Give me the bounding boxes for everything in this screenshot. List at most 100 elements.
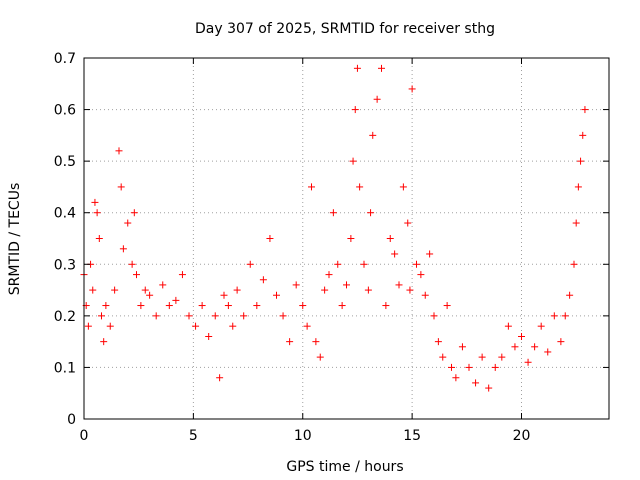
data-point xyxy=(550,312,558,320)
y-ticks: 0 0.1 0.2 0.3 0.4 0.5 0.6 0.7 xyxy=(54,51,609,428)
data-point xyxy=(364,286,372,294)
data-point xyxy=(478,353,486,361)
data-point xyxy=(130,209,138,217)
data-point xyxy=(303,322,311,330)
data-point xyxy=(426,250,434,258)
y-tick-label: 0.2 xyxy=(54,309,76,325)
data-point xyxy=(472,379,480,387)
y-tick-label: 0.6 xyxy=(54,103,76,119)
data-point xyxy=(391,250,399,258)
data-point xyxy=(386,235,394,242)
data-point xyxy=(128,260,136,268)
data-point xyxy=(299,302,307,310)
data-point xyxy=(279,312,287,320)
data-point xyxy=(572,219,580,227)
data-point xyxy=(178,271,186,279)
data-point xyxy=(91,198,99,206)
data-point xyxy=(211,312,219,320)
data-point xyxy=(220,291,228,299)
y-axis-label: SRMTID / TECUs xyxy=(7,183,23,296)
data-point xyxy=(229,322,237,330)
data-point xyxy=(395,281,403,289)
x-ticks: 0 5 10 15 20 xyxy=(80,58,530,444)
data-point xyxy=(465,363,473,371)
data-point xyxy=(353,64,361,72)
data-point xyxy=(100,338,108,346)
data-point xyxy=(146,291,154,299)
data-point xyxy=(439,353,447,361)
data-point xyxy=(102,302,110,310)
data-point xyxy=(382,302,390,310)
data-point xyxy=(205,332,213,340)
data-point xyxy=(115,147,123,155)
data-point xyxy=(404,219,412,227)
data-point xyxy=(259,276,267,284)
data-point xyxy=(421,291,429,299)
data-point xyxy=(141,286,149,294)
data-point xyxy=(408,85,416,93)
data-point xyxy=(117,183,125,191)
data-point xyxy=(292,281,300,289)
x-tick-label: 5 xyxy=(189,428,198,444)
data-point xyxy=(98,312,105,320)
data-point xyxy=(286,338,294,346)
data-point xyxy=(95,235,103,242)
data-point xyxy=(185,312,193,320)
data-point xyxy=(133,271,140,279)
x-tick-label: 0 xyxy=(80,428,89,444)
data-point xyxy=(373,95,381,103)
data-point xyxy=(448,363,455,371)
data-point xyxy=(498,353,506,361)
data-point xyxy=(165,302,173,310)
data-point xyxy=(216,374,224,382)
data-point xyxy=(253,302,261,310)
y-tick-label: 0.7 xyxy=(54,51,76,67)
data-point xyxy=(343,281,350,289)
data-point xyxy=(159,281,167,289)
data-point xyxy=(349,157,357,165)
data-point xyxy=(458,343,466,351)
x-tick-label: 15 xyxy=(403,428,421,444)
data-point xyxy=(347,235,355,242)
data-point xyxy=(574,183,582,191)
y-tick-label: 0.5 xyxy=(54,154,76,170)
data-point xyxy=(378,64,385,72)
data-point xyxy=(581,106,589,114)
data-point xyxy=(84,322,92,330)
data-point xyxy=(198,302,206,310)
data-point xyxy=(360,260,368,268)
data-point xyxy=(338,302,346,310)
data-point xyxy=(566,291,574,299)
data-point xyxy=(369,131,377,139)
data-point xyxy=(491,363,499,371)
y-tick-label: 0 xyxy=(67,412,76,428)
data-point xyxy=(325,271,333,279)
data-point xyxy=(579,131,587,139)
data-point xyxy=(119,245,127,253)
data-point xyxy=(246,260,254,268)
plot-frame xyxy=(83,57,610,420)
data-point xyxy=(537,322,545,330)
data-point xyxy=(561,312,569,320)
data-point xyxy=(524,358,532,366)
data-point xyxy=(557,338,565,346)
data-point xyxy=(485,384,493,392)
data-point xyxy=(89,286,97,294)
data-point xyxy=(192,322,200,330)
y-tick-label: 0.1 xyxy=(54,360,76,376)
data-point xyxy=(430,312,438,320)
data-point xyxy=(367,209,375,217)
y-tick-label: 0.3 xyxy=(54,257,76,273)
data-point xyxy=(93,209,101,217)
data-point xyxy=(452,374,460,382)
data-point xyxy=(106,322,114,330)
data-point xyxy=(312,338,320,346)
data-point xyxy=(577,157,585,165)
data-point xyxy=(334,260,342,268)
data-point xyxy=(570,260,578,268)
data-point xyxy=(531,343,539,351)
data-point xyxy=(137,302,145,310)
data-point xyxy=(399,183,407,191)
data-point xyxy=(124,219,132,227)
data-point xyxy=(544,348,552,356)
